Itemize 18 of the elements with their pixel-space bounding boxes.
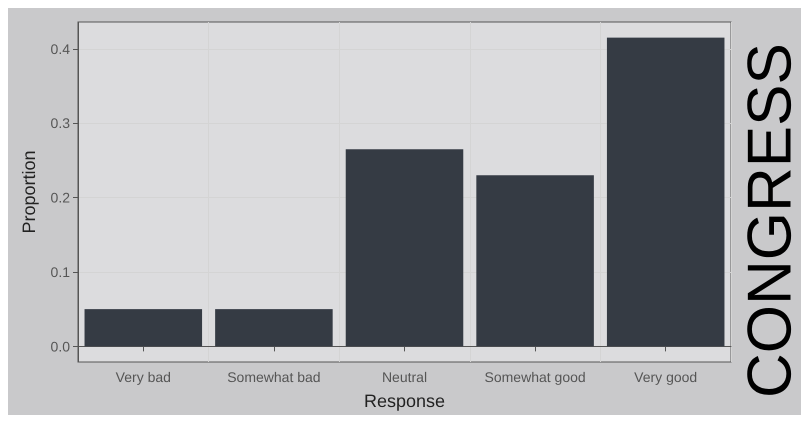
x-tick-label: Very good: [634, 369, 698, 385]
bar: [346, 149, 464, 346]
y-tick-label: 0.3: [50, 115, 70, 132]
bar: [606, 38, 724, 346]
bar: [84, 309, 202, 346]
y-tick-label: 0.1: [50, 264, 70, 280]
bar: [476, 175, 594, 346]
y-tick-label: 0.2: [50, 190, 70, 206]
text: CONGRESS: [736, 43, 804, 398]
x-axis-title: Response: [364, 391, 446, 411]
y-axis-title: Proportion: [19, 150, 39, 234]
y-tick-label: 0.0: [50, 338, 70, 354]
x-tick-label: Neutral: [382, 369, 428, 385]
y-tick-label: 0.4: [50, 40, 70, 57]
bar: [215, 309, 333, 346]
x-tick-label: Very bad: [116, 369, 171, 385]
x-tick-label: Somewhat good: [484, 369, 586, 385]
x-tick-label: Somewhat bad: [227, 369, 321, 385]
